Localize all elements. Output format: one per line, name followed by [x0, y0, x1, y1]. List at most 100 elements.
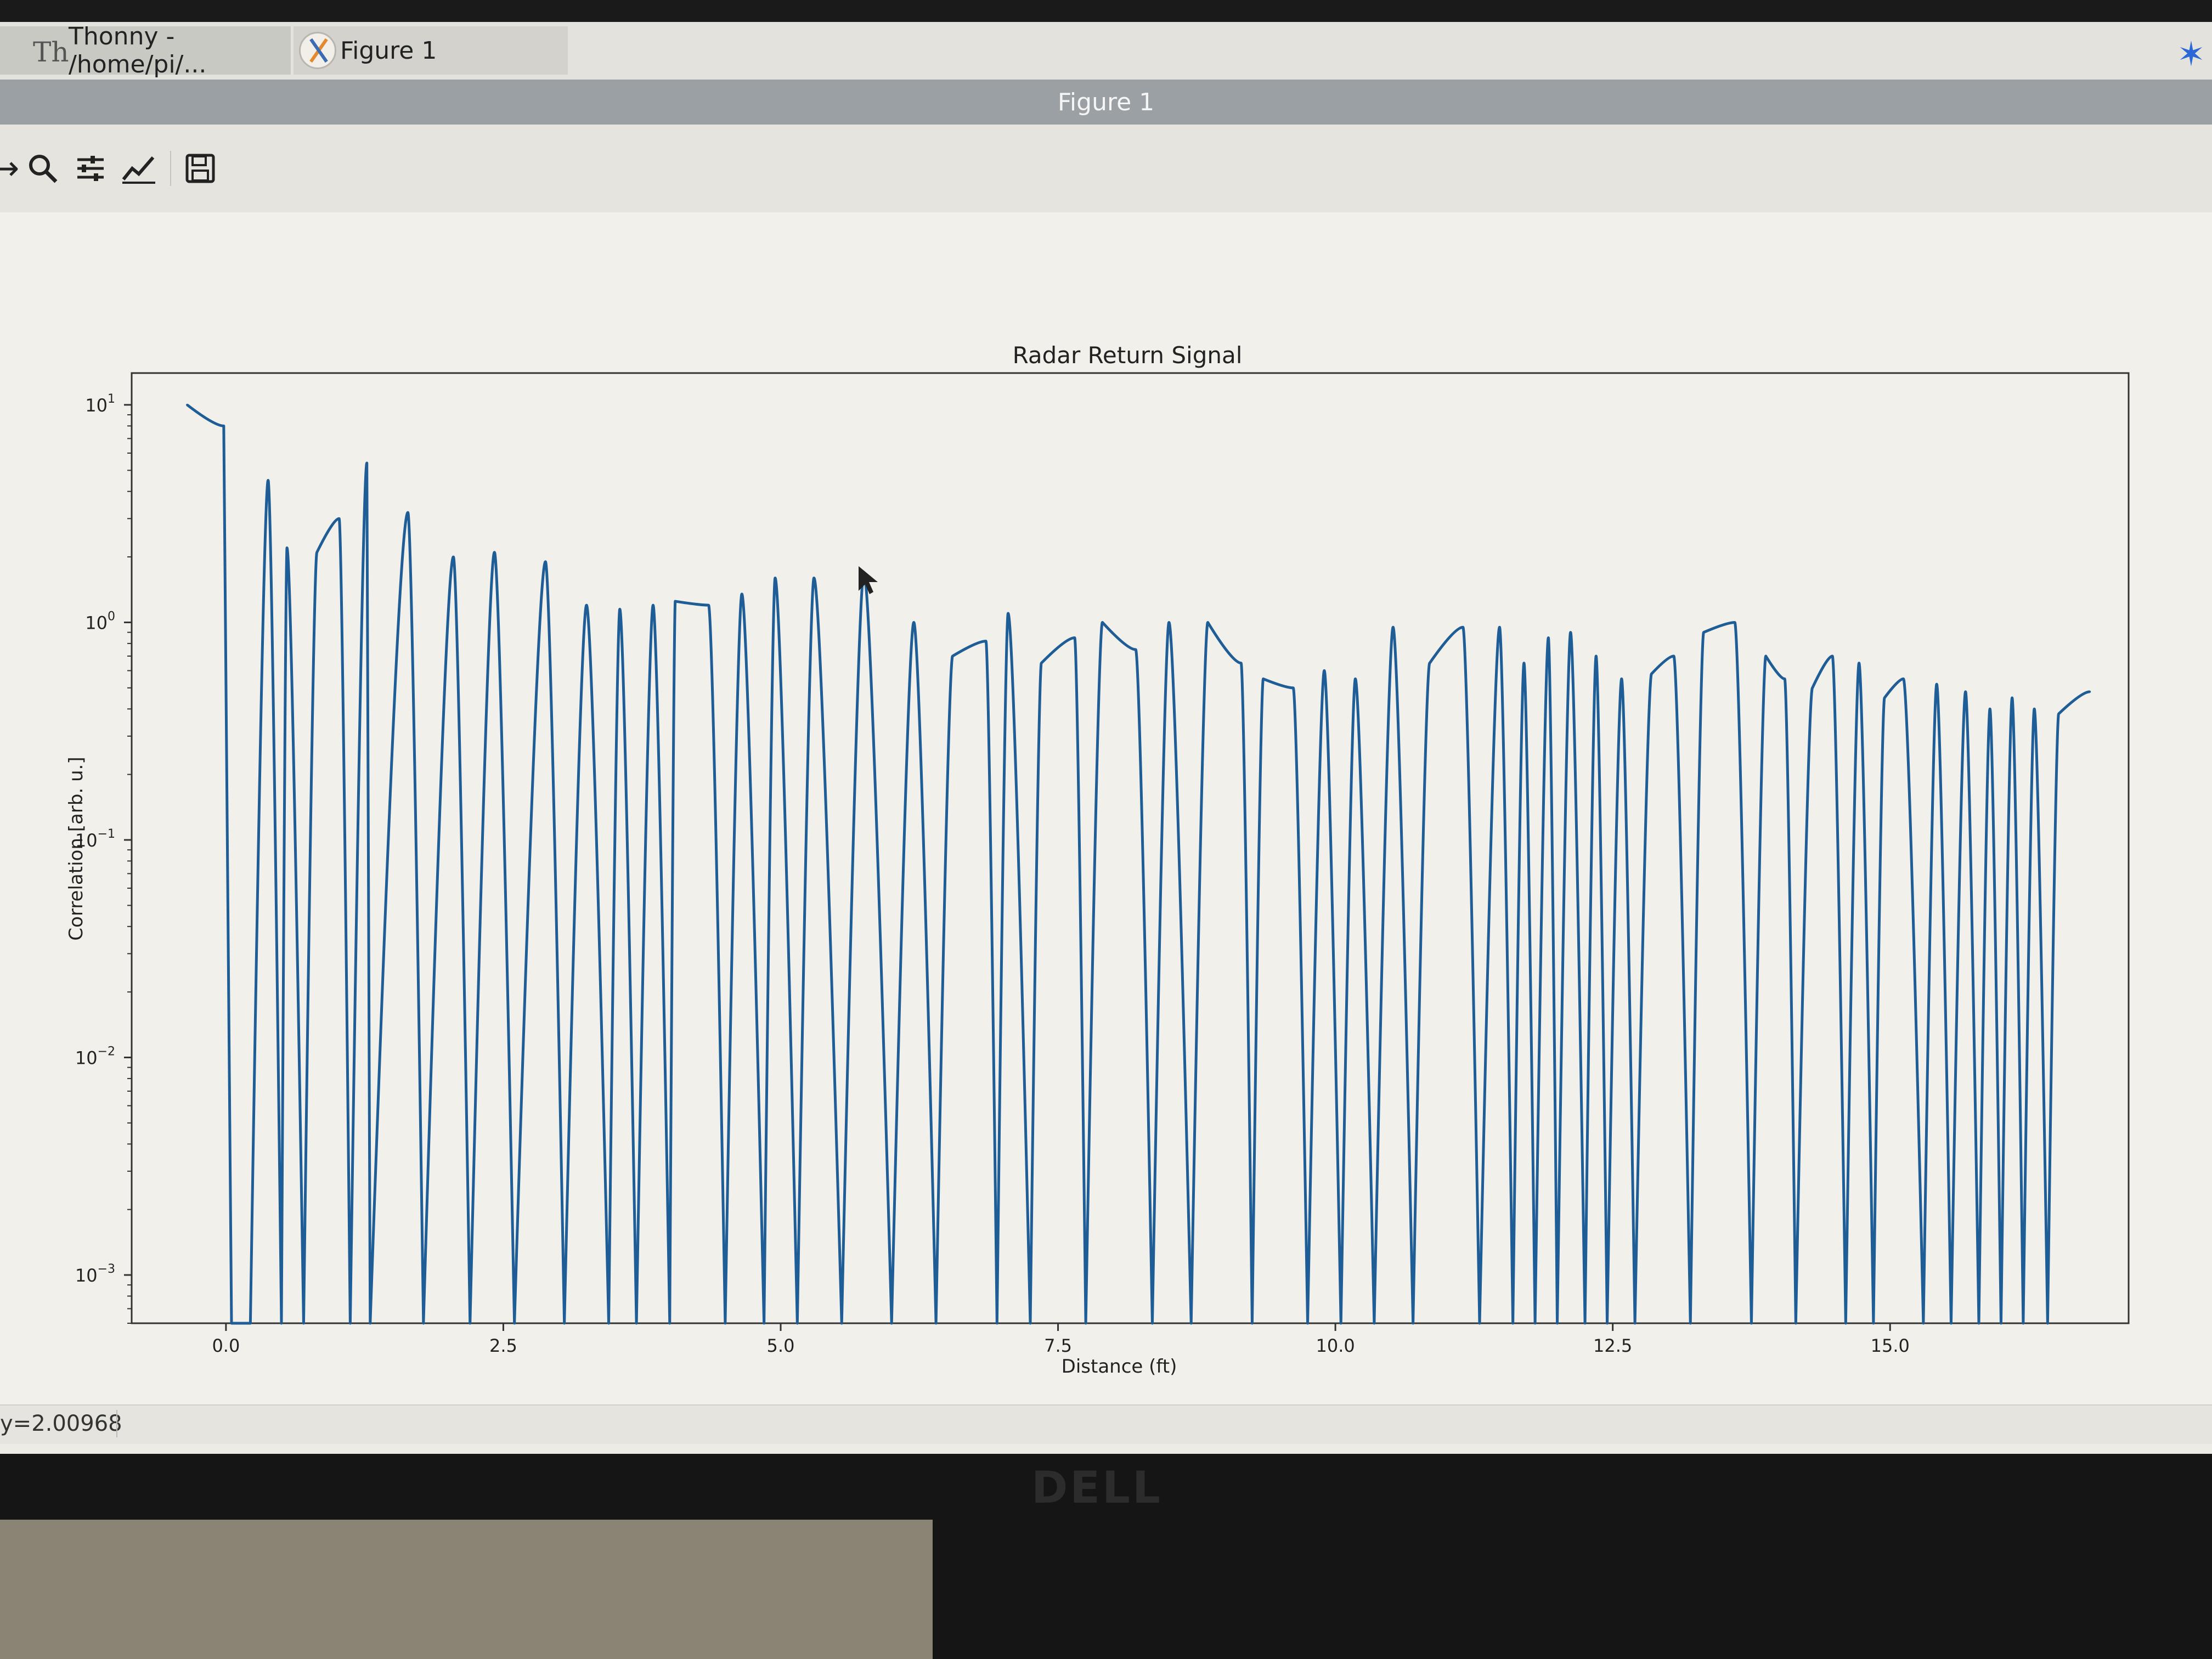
- y-tick-label: 10−2: [75, 1045, 115, 1069]
- data-point-peak: [222, 425, 225, 427]
- edit-axis-icon[interactable]: [117, 146, 161, 190]
- data-point-peak: [741, 592, 743, 595]
- taskbar-item-figure[interactable]: Figure 1: [294, 26, 568, 75]
- taskbar-figure-label: Figure 1: [340, 36, 437, 65]
- data-point-peak: [1240, 662, 1243, 664]
- data-point-peak: [2011, 696, 2013, 699]
- data-point-peak: [1073, 636, 1076, 639]
- data-point-null: [1844, 1322, 1847, 1324]
- data-point-peak: [585, 604, 588, 607]
- data-point-peak: [1989, 708, 1991, 710]
- x-tick-label: 5.0: [767, 1335, 795, 1356]
- desk-background: [0, 1520, 933, 1659]
- data-point-peak: [912, 621, 915, 624]
- data-point-peak: [1620, 678, 1623, 680]
- data-point-peak: [1292, 686, 1295, 689]
- data-point-peak: [1135, 648, 1137, 651]
- data-point-peak: [1784, 678, 1786, 680]
- data-point-null: [249, 1322, 252, 1324]
- matplotlib-icon: [299, 32, 336, 69]
- data-point-peak: [365, 462, 368, 465]
- data-point-peak: [1964, 690, 1967, 693]
- data-point-null: [1029, 1322, 1031, 1324]
- taskbar: Th Thonny - /home/pi/... Figure 1 ✶: [0, 22, 2212, 81]
- data-point-peak: [2033, 708, 2036, 710]
- data-point-peak: [1323, 669, 1325, 672]
- data-point-peak: [544, 560, 547, 563]
- toolbar-separator: [170, 151, 171, 186]
- x-axis-label: Distance (ft): [1062, 1356, 1177, 1378]
- plot-frame: [131, 372, 2130, 1324]
- series-line: [186, 403, 2090, 1325]
- data-point-null: [1340, 1322, 1342, 1324]
- status-bar: y=2.00968: [0, 1404, 2212, 1444]
- data-point-peak: [2057, 713, 2060, 715]
- data-point-null: [796, 1322, 799, 1324]
- y-tick-label: 10−1: [75, 827, 115, 851]
- y-tick-label: 101: [85, 392, 115, 416]
- data-point-null: [840, 1322, 843, 1324]
- data-point-peak: [674, 600, 676, 603]
- data-point-null: [1479, 1322, 1481, 1324]
- data-point-null: [1689, 1322, 1692, 1324]
- data-point-null: [1085, 1322, 1087, 1324]
- data-point-peak: [812, 577, 815, 579]
- data-point-peak: [618, 608, 621, 611]
- configure-subplots-icon[interactable]: [69, 146, 112, 190]
- data-point-peak: [1522, 662, 1525, 664]
- window-title: Figure 1: [1057, 88, 1155, 116]
- data-point-null: [1634, 1322, 1637, 1324]
- data-point-null: [890, 1322, 893, 1324]
- data-point-null: [422, 1322, 425, 1324]
- save-icon[interactable]: [178, 146, 222, 190]
- x-tick-label: 10.0: [1316, 1335, 1355, 1356]
- data-point-null: [2000, 1322, 2002, 1324]
- data-point-null: [1373, 1322, 1375, 1324]
- data-point-peak: [286, 546, 289, 549]
- mouse-pointer-icon: [859, 566, 878, 594]
- data-point-peak: [1007, 612, 1009, 615]
- data-point-null: [2022, 1322, 2024, 1324]
- data-point-peak: [452, 556, 455, 558]
- figure-canvas[interactable]: Radar Return Signal 101 100 10−1 10−2 10−3 0…: [0, 212, 2212, 1430]
- plot-toolbar: →: [0, 125, 2212, 213]
- data-point-peak: [1569, 631, 1572, 634]
- data-point-null: [1534, 1322, 1537, 1324]
- data-point-peak: [707, 604, 710, 607]
- data-point-peak: [493, 551, 496, 554]
- radar-chart[interactable]: Radar Return Signal 101 100 10−1 10−2 10−3 0…: [0, 212, 2212, 1403]
- data-point-null: [1950, 1322, 1953, 1324]
- coordinate-readout: y=2.00968: [0, 1411, 122, 1436]
- zoom-icon[interactable]: [21, 146, 65, 190]
- data-point-peak: [1498, 626, 1501, 629]
- bluetooth-icon[interactable]: ✶: [2177, 34, 2205, 74]
- status-separator: [116, 1410, 117, 1437]
- forward-arrow-icon[interactable]: →: [0, 149, 20, 188]
- data-point-null: [1584, 1322, 1587, 1324]
- y-tick-label: 10−3: [75, 1262, 115, 1286]
- data-point-peak: [1811, 686, 1814, 689]
- data-point-null: [668, 1322, 671, 1324]
- data-point-peak: [407, 511, 409, 514]
- data-point-peak: [1650, 673, 1653, 675]
- data-point-peak: [1392, 626, 1395, 629]
- data-point-peak: [1262, 678, 1265, 680]
- data-point-peak: [652, 604, 654, 607]
- data-point-peak: [186, 403, 189, 406]
- data-point-peak: [1547, 636, 1550, 639]
- data-point-peak: [1764, 654, 1767, 657]
- x-tick-label: 2.5: [489, 1335, 517, 1356]
- monitor-logo: DELL: [1031, 1462, 1163, 1513]
- data-point-null: [607, 1322, 610, 1324]
- x-tick-label: 0.0: [212, 1335, 240, 1356]
- taskbar-item-thonny[interactable]: Th Thonny - /home/pi/...: [0, 22, 291, 78]
- data-point-peak: [338, 517, 341, 520]
- data-point-null: [369, 1322, 371, 1324]
- data-point-peak: [1902, 678, 1905, 680]
- x-tick-label: 15.0: [1871, 1335, 1910, 1356]
- window-titlebar: Figure 1: [0, 80, 2212, 125]
- thonny-icon: Th: [33, 36, 69, 68]
- data-point-peak: [1831, 654, 1834, 657]
- data-point-peak: [1595, 654, 1598, 657]
- data-point-null: [302, 1322, 305, 1324]
